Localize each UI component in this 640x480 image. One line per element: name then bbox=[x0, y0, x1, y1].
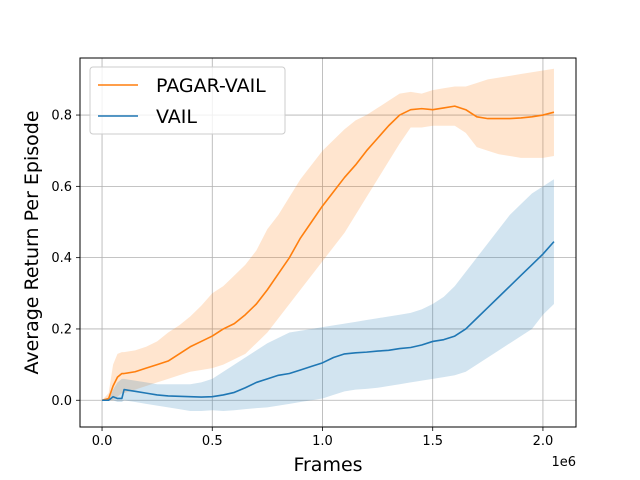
x-axis-offset-label: 1e6 bbox=[551, 455, 576, 470]
legend-label-2: VAIL bbox=[156, 106, 197, 128]
plot-area-frame bbox=[79, 57, 577, 428]
x-tick-label: 2.0 bbox=[533, 434, 554, 449]
legend-label-1: PAGAR-VAIL bbox=[156, 75, 266, 97]
y-tick-label: 0.6 bbox=[51, 180, 72, 195]
band-series-2 bbox=[102, 179, 554, 411]
y-axis-label: Average Return Per Episode bbox=[21, 110, 43, 374]
legend: PAGAR-VAIL VAIL bbox=[89, 66, 286, 135]
confidence-bands bbox=[102, 68, 554, 411]
y-tick-label: 0.0 bbox=[51, 394, 72, 409]
legend-frame bbox=[89, 66, 286, 135]
line-series-1 bbox=[101, 105, 555, 402]
x-tick-label: 1.5 bbox=[422, 434, 443, 449]
x-axis-label: Frames bbox=[293, 454, 362, 476]
y-tick-label: 0.2 bbox=[51, 322, 72, 337]
x-axis-ticks: 0.0 0.5 1.0 1.5 2.0 bbox=[92, 427, 554, 449]
x-tick-label: 1.0 bbox=[312, 434, 333, 449]
y-tick-label: 0.4 bbox=[51, 251, 72, 266]
line-series-2 bbox=[102, 241, 555, 402]
x-tick-label: 0.0 bbox=[92, 434, 113, 449]
y-axis-ticks: 0.0 0.2 0.4 0.6 0.8 bbox=[51, 109, 80, 409]
band-series-1 bbox=[102, 68, 554, 401]
y-tick-label: 0.8 bbox=[51, 109, 72, 124]
series-lines bbox=[101, 105, 555, 402]
x-tick-label: 0.5 bbox=[202, 434, 223, 449]
